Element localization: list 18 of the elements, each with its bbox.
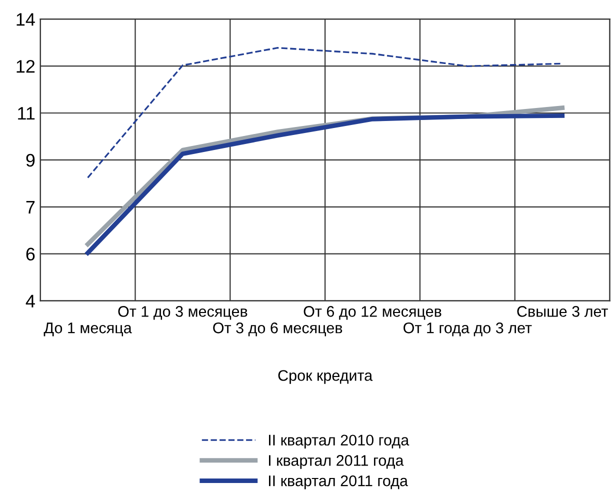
legend-label: I квартал 2011 года	[269, 455, 404, 469]
legend-label: II квартал 2010 года	[269, 434, 410, 449]
y-tick-label: 11	[18, 107, 35, 120]
line-series	[86, 47, 564, 179]
y-tick-label: 6	[26, 248, 35, 261]
x-tick-label: От 1 года до 3 лет	[404, 322, 532, 336]
x-tick-label: От 3 до 6 месяцев	[213, 322, 342, 336]
y-tick-label: 7	[26, 201, 35, 214]
x-tick-label: До 1 месяца	[44, 322, 132, 336]
y-tick-label: 12	[16, 60, 35, 73]
x-tick-label: От 6 до 12 месяцев	[304, 306, 442, 320]
y-tick-label: 9	[26, 154, 35, 167]
x-tick-label: От 1 до 3 месяцев	[118, 306, 248, 320]
legend-label: II квартал 2011 года	[269, 475, 408, 490]
y-tick-label: 14	[16, 13, 35, 26]
x-tick-label: Свыше 3 лет	[517, 306, 608, 317]
y-tick-label: 4	[26, 294, 35, 308]
x-axis-title: Срок кредита	[278, 370, 373, 384]
